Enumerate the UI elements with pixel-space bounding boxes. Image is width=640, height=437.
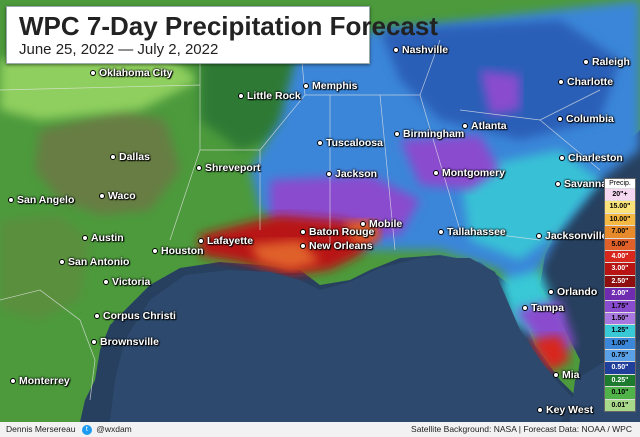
city-label: Mia <box>553 369 580 381</box>
city-label: Savannah <box>555 178 614 190</box>
state-borders <box>0 39 601 251</box>
footer: Dennis Mersereau t @wxdam Satellite Back… <box>0 422 640 437</box>
legend-entry: 1.50" <box>605 311 635 325</box>
city-label: Little Rock <box>238 90 301 102</box>
city-label: Tampa <box>522 302 564 314</box>
credit: Dennis Mersereau t @wxdam <box>6 424 132 435</box>
map-title: WPC 7-Day Precipitation Forecast <box>19 11 438 41</box>
city-label: Oklahoma City <box>90 67 173 79</box>
city-label: Jacksonville <box>536 230 607 242</box>
legend-entry: 1.25" <box>605 324 635 337</box>
city-label: Jackson <box>326 168 377 180</box>
city-label: Birmingham <box>394 128 464 140</box>
legend-entry: 2.50" <box>605 274 635 288</box>
legend-entry: 4.00" <box>605 249 635 263</box>
city-label: Tuscaloosa <box>317 137 383 149</box>
city-label: Charlotte <box>558 76 613 88</box>
city-label: Baton Rouge <box>300 226 374 238</box>
legend-entry: 0.75" <box>605 349 635 362</box>
twitter-icon: t <box>81 424 92 435</box>
legend-entry: 1.75" <box>605 299 635 312</box>
map-background <box>0 0 640 422</box>
city-label: Monterrey <box>10 375 70 387</box>
legend-entry: 0.01" <box>605 398 635 412</box>
legend-header: Precip. <box>609 180 631 187</box>
legend-entry: 20"+ <box>605 188 635 201</box>
legend-entry: 5.00" <box>605 237 635 250</box>
city-label: Charleston <box>559 152 623 164</box>
legend-entry: 1.00" <box>605 336 635 350</box>
city-label: Atlanta <box>462 120 507 132</box>
author-name: Dennis Mersereau <box>6 424 76 434</box>
legend-entry: 10.00" <box>605 212 635 226</box>
city-label: Waco <box>99 190 136 202</box>
legend-entry: 0.10" <box>605 386 635 399</box>
legend-entry: 2.00" <box>605 287 635 300</box>
legend-entry: 7.00" <box>605 225 635 238</box>
legend-entry: 0.25" <box>605 373 635 387</box>
city-label: Austin <box>82 232 124 244</box>
precip-legend: Precip. 20"+ 15.00" 10.00" 7.00" 5.00" 4.00" 3… <box>604 178 636 413</box>
city-label: Columbia <box>557 113 614 125</box>
city-label: Victoria <box>103 276 150 288</box>
city-label: San Antonio <box>59 256 129 268</box>
city-label: Dallas <box>110 151 150 163</box>
city-label: Houston <box>152 245 204 257</box>
city-label: Shreveport <box>196 162 260 174</box>
legend-entry: 0.50" <box>605 361 635 374</box>
city-label: New Orleans <box>300 240 373 252</box>
city-label: Memphis <box>303 80 358 92</box>
date-range: June 25, 2022 — July 2, 2022 <box>19 41 219 58</box>
city-label: San Angelo <box>8 194 74 206</box>
city-label: Corpus Christi <box>94 310 176 322</box>
city-label: Montgomery <box>433 167 505 179</box>
legend-entry: 3.00" <box>605 262 635 275</box>
city-label: Orlando <box>548 286 597 298</box>
twitter-handle: @wxdam <box>96 424 132 434</box>
city-label: Brownsville <box>91 336 159 348</box>
city-label: Lafayette <box>198 235 253 247</box>
city-label: Nashville <box>393 44 448 56</box>
city-label: Key West <box>537 404 593 416</box>
city-label: Tallahassee <box>438 226 506 238</box>
legend-entry: 15.00" <box>605 200 635 213</box>
title-box: WPC 7-Day Precipitation Forecast June 25… <box>6 6 438 64</box>
city-label: Raleigh <box>583 56 630 68</box>
gulf-of-mexico <box>110 258 575 422</box>
data-source: Satellite Background: NASA | Forecast Da… <box>411 424 632 434</box>
city-label: Mobile <box>360 218 402 230</box>
